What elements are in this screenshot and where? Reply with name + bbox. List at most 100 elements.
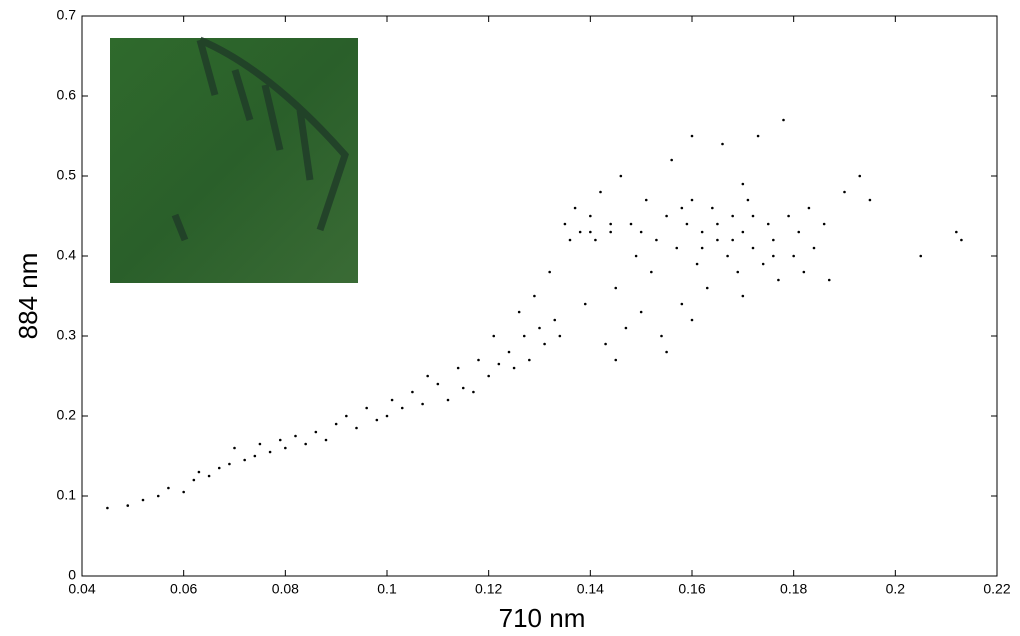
point xyxy=(207,474,211,478)
point xyxy=(919,254,923,258)
point xyxy=(126,504,130,507)
x-tick-label: 0.12 xyxy=(475,581,502,597)
point xyxy=(268,450,272,454)
y-axis-label: 884 nm xyxy=(13,253,43,340)
point xyxy=(243,458,246,462)
point xyxy=(192,478,196,482)
point xyxy=(487,374,490,378)
point xyxy=(782,118,785,122)
point xyxy=(690,318,694,322)
point xyxy=(548,270,551,274)
point xyxy=(639,230,643,234)
inset-image xyxy=(110,36,358,283)
point xyxy=(421,402,424,406)
point xyxy=(583,302,587,306)
point xyxy=(731,238,734,242)
point xyxy=(705,286,709,290)
point xyxy=(868,198,872,202)
y-tick-label: 0.2 xyxy=(57,407,77,423)
point xyxy=(156,494,160,498)
point xyxy=(284,446,287,450)
y-tick-label: 0.1 xyxy=(57,487,77,503)
point xyxy=(827,278,831,282)
point xyxy=(787,214,790,218)
point xyxy=(624,326,628,330)
point xyxy=(553,318,557,322)
x-tick-label: 0.04 xyxy=(68,581,95,597)
point xyxy=(253,454,257,458)
point xyxy=(741,294,745,298)
point xyxy=(955,230,958,234)
point xyxy=(731,214,734,218)
point xyxy=(751,214,755,218)
point xyxy=(629,222,633,226)
point xyxy=(700,230,704,234)
point xyxy=(756,134,760,138)
point xyxy=(512,366,516,370)
point xyxy=(822,222,826,226)
point xyxy=(797,230,801,234)
point xyxy=(609,230,612,234)
y-tick-label: 0.6 xyxy=(57,87,77,103)
plot-frame xyxy=(81,15,998,577)
point xyxy=(655,238,658,242)
point xyxy=(639,310,643,314)
point xyxy=(716,222,719,226)
point xyxy=(568,238,572,242)
point xyxy=(960,238,963,242)
point xyxy=(528,358,531,362)
point xyxy=(233,446,236,450)
point xyxy=(726,254,729,258)
point xyxy=(650,270,653,274)
point xyxy=(477,358,480,362)
y-tick-label: 0 xyxy=(68,567,76,583)
point xyxy=(858,174,862,178)
point xyxy=(604,342,607,346)
point xyxy=(680,302,684,306)
point xyxy=(614,286,618,290)
point xyxy=(772,238,775,242)
point xyxy=(751,246,755,250)
point xyxy=(385,414,389,418)
point xyxy=(690,198,694,202)
point xyxy=(680,206,684,210)
point xyxy=(375,418,379,422)
point xyxy=(365,406,368,410)
point xyxy=(721,142,724,146)
x-tick-label: 0.06 xyxy=(170,581,197,597)
point xyxy=(517,310,521,314)
point xyxy=(594,238,597,242)
point xyxy=(543,342,546,346)
point xyxy=(538,326,541,330)
point xyxy=(507,350,511,354)
point xyxy=(228,462,231,466)
x-tick-label: 0.1 xyxy=(377,581,397,597)
point xyxy=(675,246,679,250)
point xyxy=(304,442,307,446)
point xyxy=(812,246,816,250)
point xyxy=(772,254,775,258)
point xyxy=(766,222,770,226)
point xyxy=(258,442,262,446)
x-tick-label: 0.22 xyxy=(983,581,1010,597)
point xyxy=(492,334,496,338)
point xyxy=(334,422,338,426)
point xyxy=(741,182,745,186)
point xyxy=(665,214,668,218)
point xyxy=(345,414,348,418)
point xyxy=(619,174,623,178)
x-tick-label: 0.08 xyxy=(272,581,299,597)
point xyxy=(411,390,414,394)
point xyxy=(472,390,475,394)
point xyxy=(390,398,394,402)
point xyxy=(711,206,714,210)
point xyxy=(436,382,440,386)
point xyxy=(497,362,501,366)
point xyxy=(614,358,618,362)
point xyxy=(670,158,673,162)
point xyxy=(426,374,429,378)
point xyxy=(843,190,846,194)
point xyxy=(456,366,460,370)
point xyxy=(761,262,765,266)
